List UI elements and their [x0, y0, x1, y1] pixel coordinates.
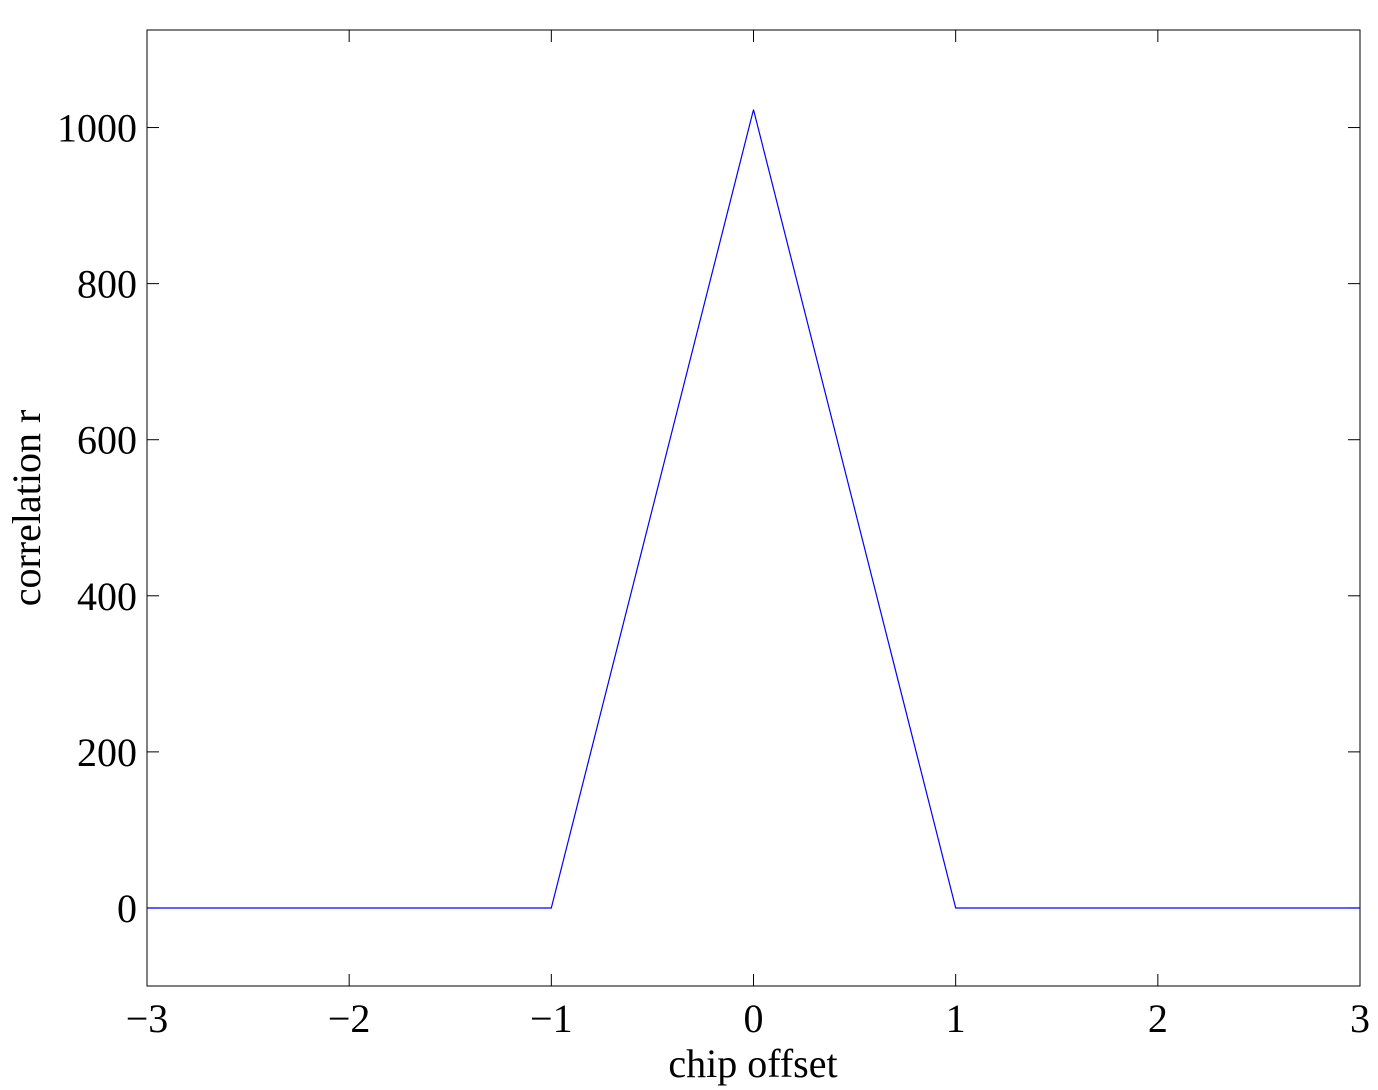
y-tick-label: 200 — [77, 730, 137, 775]
x-tick-label: −2 — [328, 996, 371, 1041]
x-tick-label: 0 — [744, 996, 764, 1041]
x-tick-label: 1 — [946, 996, 966, 1041]
y-tick-label: 0 — [117, 886, 137, 931]
y-axis-label: correlation r — [4, 410, 49, 607]
x-tick-label: −3 — [126, 996, 169, 1041]
series-layer — [147, 109, 1360, 909]
plot-area — [146, 29, 1361, 987]
y-tick-label: 800 — [77, 262, 137, 307]
x-tick-label: 2 — [1148, 996, 1168, 1041]
x-axis-label: chip offset — [668, 1041, 837, 1086]
axis-ticks — [146, 30, 1361, 986]
x-tick-label: 3 — [1350, 996, 1370, 1041]
y-tick-labels: 0 200 400 600 800 1000 — [57, 106, 137, 931]
y-tick-label: 1000 — [57, 106, 137, 151]
y-tick-label: 400 — [77, 574, 137, 619]
x-tick-labels: −3 −2 −1 0 1 2 3 — [126, 996, 1370, 1041]
series-line — [147, 109, 1360, 909]
y-tick-label: 600 — [77, 418, 137, 463]
x-tick-label: −1 — [530, 996, 573, 1041]
